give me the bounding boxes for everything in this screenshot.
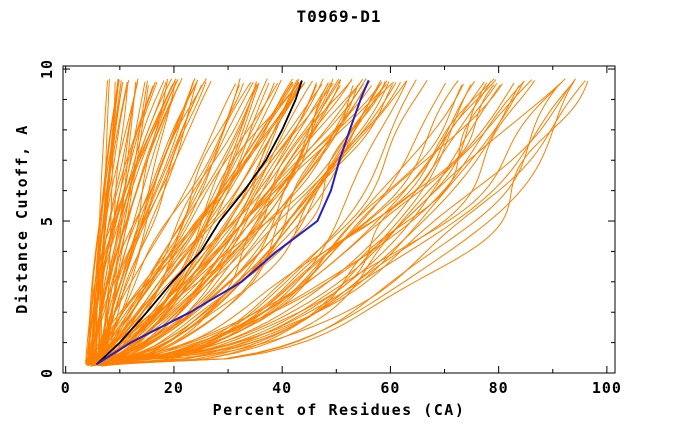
model-curve bbox=[97, 82, 194, 366]
model-curve bbox=[104, 84, 359, 365]
highlighted-model-blue-curve bbox=[96, 80, 370, 365]
model-curve bbox=[88, 79, 428, 363]
model-curve bbox=[90, 81, 293, 364]
model-curve bbox=[96, 80, 198, 362]
model-curve bbox=[87, 82, 158, 360]
model-curve bbox=[102, 83, 503, 365]
model-curve bbox=[104, 78, 340, 362]
y-tick-label: 10 bbox=[38, 59, 56, 80]
model-curve bbox=[97, 80, 165, 363]
y-axis-label: Distance Cutoff, A bbox=[13, 124, 31, 314]
model-curve bbox=[96, 81, 563, 363]
y-tick-label: 0 bbox=[38, 367, 56, 379]
model-curve bbox=[106, 81, 395, 364]
model-curve bbox=[102, 84, 560, 366]
model-curve bbox=[92, 80, 476, 364]
x-tick-label: 20 bbox=[163, 379, 184, 397]
x-tick-label: 80 bbox=[488, 379, 509, 397]
model-curve bbox=[87, 78, 139, 361]
x-tick-label: 0 bbox=[60, 379, 71, 397]
model-curve bbox=[86, 82, 244, 363]
model-curve bbox=[101, 82, 515, 361]
model-curve bbox=[97, 79, 120, 364]
model-curve bbox=[91, 80, 492, 364]
model-curve bbox=[97, 80, 195, 363]
model-curve bbox=[87, 82, 332, 364]
model-curve bbox=[89, 83, 334, 363]
model-curve bbox=[88, 79, 199, 365]
model-curve bbox=[97, 80, 407, 360]
model-curve bbox=[101, 81, 401, 366]
model-curve bbox=[89, 79, 576, 366]
model-curve bbox=[99, 81, 177, 362]
y-tick-label: 5 bbox=[38, 216, 56, 227]
model-curve bbox=[99, 80, 586, 363]
model-curve bbox=[92, 79, 130, 362]
x-tick-label: 60 bbox=[380, 379, 401, 397]
model-curve bbox=[96, 85, 202, 366]
model-curve bbox=[103, 81, 254, 362]
model-curve bbox=[90, 79, 298, 360]
model-curve bbox=[105, 83, 258, 361]
model-curve bbox=[96, 80, 108, 361]
model-curve bbox=[87, 78, 300, 366]
model-curve bbox=[89, 78, 566, 364]
model-curve bbox=[94, 85, 373, 365]
model-curve bbox=[88, 84, 495, 364]
chart-title: T0969-D1 bbox=[296, 7, 382, 26]
x-tick-label: 40 bbox=[272, 379, 293, 397]
model-curve bbox=[101, 81, 390, 367]
highlighted-model-black-curve bbox=[96, 80, 303, 365]
model-curve bbox=[98, 82, 181, 363]
model-curve bbox=[101, 83, 329, 362]
model-curve bbox=[104, 84, 318, 363]
model-curve bbox=[92, 84, 472, 366]
model-curve bbox=[90, 81, 383, 363]
model-curve bbox=[87, 83, 382, 365]
model-curve bbox=[90, 81, 156, 363]
model-curve bbox=[91, 82, 279, 362]
model-curve bbox=[85, 84, 240, 364]
model-curve bbox=[86, 80, 353, 364]
model-curve bbox=[105, 81, 485, 362]
model-curve bbox=[99, 82, 257, 363]
model-curve bbox=[85, 78, 179, 364]
model-curve bbox=[101, 84, 463, 361]
model-curve bbox=[106, 80, 408, 366]
model-curve bbox=[101, 84, 501, 366]
model-curve bbox=[89, 81, 574, 363]
model-curve bbox=[103, 83, 294, 365]
model-curve bbox=[91, 82, 270, 362]
x-axis-label: Percent of Residues (CA) bbox=[212, 401, 466, 419]
model-curve bbox=[104, 78, 353, 361]
x-tick-label: 100 bbox=[591, 379, 622, 397]
model-curve bbox=[92, 78, 495, 367]
model-curve bbox=[104, 81, 137, 367]
plot-frame bbox=[62, 65, 616, 374]
model-curve bbox=[103, 82, 167, 361]
model-curve bbox=[98, 80, 212, 367]
model-curve bbox=[87, 80, 122, 367]
model-curve bbox=[85, 81, 525, 362]
model-curve bbox=[85, 84, 380, 364]
model-curve bbox=[105, 81, 207, 364]
